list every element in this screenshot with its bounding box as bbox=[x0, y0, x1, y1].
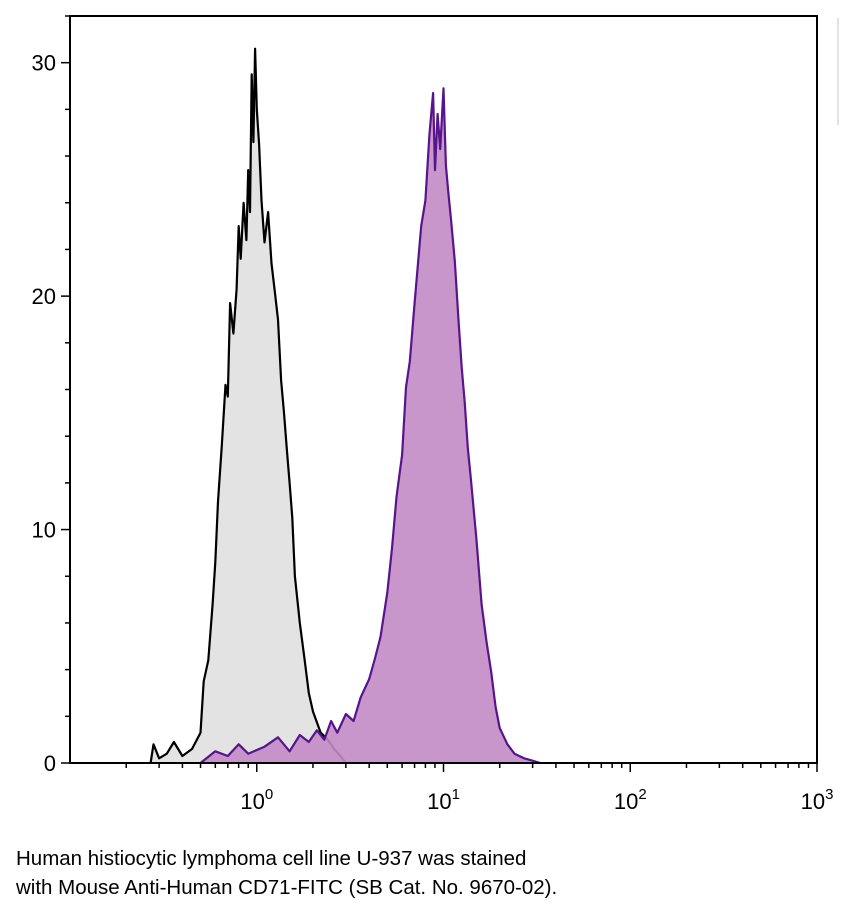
x-tick-label: 102 bbox=[614, 786, 647, 814]
y-axis: 0 10 20 30 bbox=[32, 15, 70, 776]
series-control-area bbox=[150, 48, 346, 763]
x-tick-label: 103 bbox=[801, 786, 834, 814]
y-tick-label: 20 bbox=[32, 284, 56, 309]
series-control-line bbox=[149, 47, 347, 764]
x-tick-label: 100 bbox=[240, 786, 273, 814]
x-tick-label: 101 bbox=[427, 786, 460, 814]
series-cd71-line bbox=[199, 87, 541, 765]
figure-caption: Human histiocytic lymphoma cell line U-9… bbox=[16, 844, 836, 902]
series-layer bbox=[149, 47, 541, 765]
y-tick-label: 0 bbox=[44, 751, 56, 776]
histogram-chart: 0 10 20 30 100 101 102 103 bbox=[32, 15, 839, 814]
caption-line-1: Human histiocytic lymphoma cell line U-9… bbox=[16, 847, 527, 870]
caption-line-2: with Mouse Anti-Human CD71-FITC (SB Cat.… bbox=[16, 876, 558, 899]
x-axis: 100 101 102 103 bbox=[125, 763, 834, 814]
y-tick-label: 10 bbox=[32, 518, 56, 543]
y-tick-label: 30 bbox=[32, 51, 56, 76]
series-cd71-area bbox=[200, 88, 541, 763]
